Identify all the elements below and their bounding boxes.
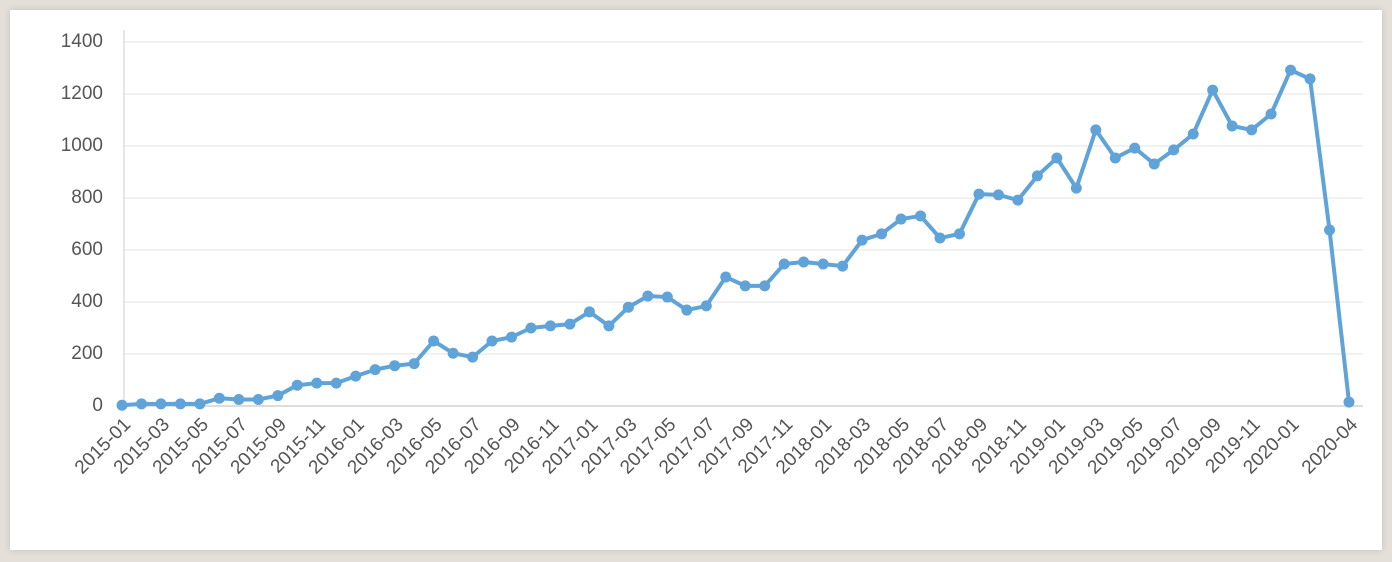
point: [1187, 128, 1199, 140]
point: [272, 390, 284, 402]
point: [213, 392, 225, 404]
point: [700, 300, 712, 312]
point: [778, 258, 790, 270]
line: [121, 68, 1351, 408]
point: [642, 290, 654, 302]
point: [915, 210, 927, 222]
point: [564, 318, 576, 330]
point: [1031, 170, 1043, 182]
point: [252, 394, 264, 405]
point: [174, 398, 186, 410]
y-tick-label: 1000: [61, 135, 103, 156]
point: [681, 304, 693, 316]
point: [622, 301, 634, 313]
point: [1070, 182, 1082, 194]
point: [116, 399, 128, 411]
point: [486, 335, 498, 347]
point: [544, 320, 556, 332]
point: [525, 322, 537, 334]
point: [992, 189, 1004, 201]
point: [837, 260, 849, 272]
point: [330, 377, 342, 389]
point: [155, 398, 167, 410]
point: [194, 398, 206, 410]
point: [876, 228, 888, 240]
point: [583, 306, 595, 318]
point: [1012, 194, 1024, 206]
point: [1226, 120, 1238, 132]
point: [895, 213, 907, 225]
point: [291, 379, 303, 391]
x-tick-label: 2020-04: [1298, 414, 1362, 478]
point: [1129, 142, 1141, 154]
point: [1207, 84, 1219, 96]
point: [1304, 73, 1316, 85]
point: [759, 280, 771, 292]
point: [447, 347, 459, 359]
point: [1343, 396, 1355, 408]
point: [1148, 158, 1160, 170]
point: [1109, 152, 1121, 164]
point: [798, 256, 810, 268]
point: [1324, 224, 1336, 236]
chart-panel: [10, 10, 1382, 550]
y-tick-label: 1200: [61, 83, 103, 104]
point: [953, 228, 965, 240]
point: [369, 364, 381, 376]
point: [934, 232, 946, 244]
point: [661, 291, 673, 303]
point: [856, 234, 868, 246]
point: [1051, 152, 1063, 164]
point: [1285, 64, 1297, 76]
y-tick-label: 0: [92, 395, 103, 416]
point: [1090, 124, 1102, 136]
point: [817, 258, 829, 270]
point: [739, 280, 751, 292]
point: [233, 394, 245, 405]
y-tick-label: 400: [71, 291, 103, 312]
point: [506, 331, 518, 343]
y-tick-label: 1400: [61, 31, 103, 52]
y-tick-label: 800: [71, 187, 103, 208]
point: [467, 351, 479, 363]
point: [1246, 124, 1258, 136]
point: [1168, 144, 1180, 156]
point: [428, 335, 440, 347]
point: [720, 271, 732, 283]
point: [311, 377, 323, 389]
point: [973, 188, 985, 200]
point: [603, 320, 615, 332]
point: [389, 360, 401, 372]
y-tick-label: 600: [71, 239, 103, 260]
point: [1265, 108, 1277, 120]
point: [135, 398, 147, 410]
point: [408, 358, 420, 370]
point: [350, 370, 362, 382]
y-tick-label: 200: [71, 343, 103, 364]
